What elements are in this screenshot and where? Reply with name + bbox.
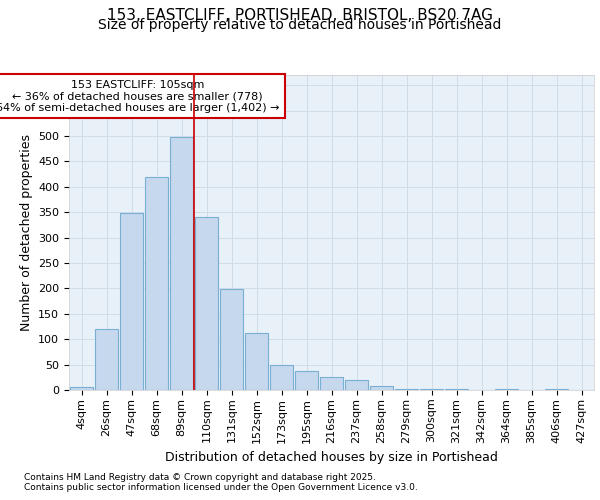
Bar — [545, 389, 568, 390]
Bar — [119, 213, 143, 390]
Bar — [344, 380, 368, 390]
X-axis label: Distribution of detached houses by size in Portishead: Distribution of detached houses by size … — [165, 451, 498, 464]
Bar — [419, 389, 443, 390]
Bar — [320, 378, 343, 390]
Bar — [370, 386, 394, 390]
Bar — [170, 137, 193, 390]
Bar — [95, 329, 118, 390]
Bar — [269, 364, 293, 390]
Y-axis label: Number of detached properties: Number of detached properties — [20, 134, 32, 331]
Text: 153, EASTCLIFF, PORTISHEAD, BRISTOL, BS20 7AG: 153, EASTCLIFF, PORTISHEAD, BRISTOL, BS2… — [107, 8, 493, 22]
Bar — [494, 389, 518, 390]
Bar — [220, 290, 244, 390]
Bar — [295, 371, 319, 390]
Bar — [70, 388, 94, 390]
Text: Contains HM Land Registry data © Crown copyright and database right 2025.
Contai: Contains HM Land Registry data © Crown c… — [24, 473, 418, 492]
Bar — [245, 332, 268, 390]
Bar — [194, 218, 218, 390]
Bar — [145, 176, 169, 390]
Text: 153 EASTCLIFF: 105sqm
← 36% of detached houses are smaller (778)
64% of semi-det: 153 EASTCLIFF: 105sqm ← 36% of detached … — [0, 80, 279, 113]
Bar — [395, 389, 418, 390]
Text: Size of property relative to detached houses in Portishead: Size of property relative to detached ho… — [98, 18, 502, 32]
